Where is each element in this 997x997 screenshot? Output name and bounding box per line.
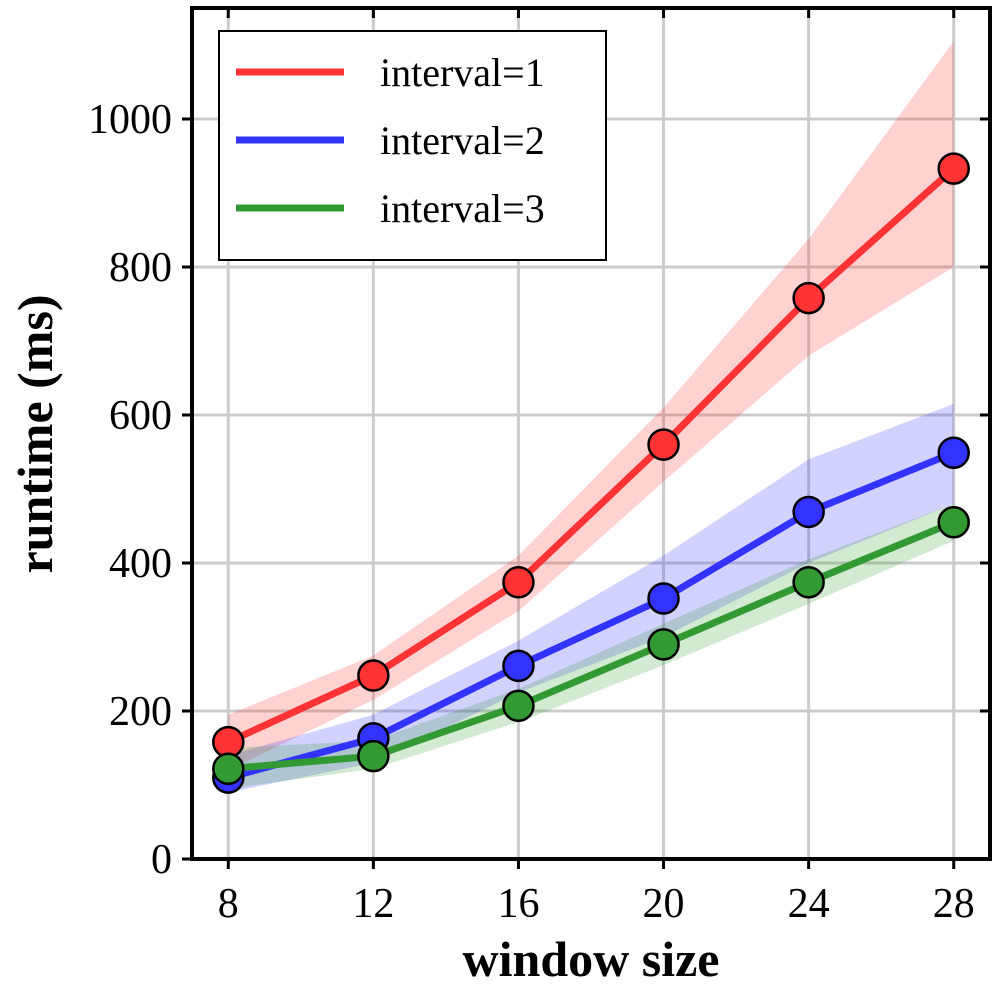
line-series-1 <box>226 165 957 746</box>
point-series-2 <box>937 436 970 469</box>
band-series-1 <box>228 41 954 771</box>
point-series-3 <box>792 565 825 599</box>
y-tick-label: 400 <box>109 541 172 587</box>
point-series-2 <box>502 649 535 683</box>
point-series-1 <box>647 428 680 461</box>
point-series-2 <box>647 582 680 615</box>
legend-label-2: interval=2 <box>380 118 545 163</box>
x-axis-title: window size <box>463 931 720 987</box>
point-series-1 <box>502 565 535 599</box>
y-tick-label: 800 <box>109 245 172 291</box>
x-tick-label: 24 <box>788 881 830 927</box>
line-series-3 <box>227 519 956 773</box>
line-series-2 <box>227 449 956 781</box>
y-tick-label: 1000 <box>88 97 172 143</box>
plot-frame <box>190 6 992 861</box>
y-tick-label: 0 <box>151 837 172 883</box>
point-series-1 <box>792 281 825 315</box>
x-tick-label: 12 <box>352 881 394 927</box>
x-tick-label: 16 <box>497 881 539 927</box>
x-tick-label: 28 <box>933 881 975 927</box>
x-tick-label: 20 <box>643 881 685 927</box>
y-axis-title: runtime (ms) <box>7 294 63 573</box>
point-series-3 <box>357 739 390 773</box>
tick-labels: 8 12 16 20 24 28 0 200 400 600 800 1000 <box>88 97 975 927</box>
point-series-1 <box>357 659 390 692</box>
point-series-1 <box>937 152 970 185</box>
series-points <box>212 152 970 794</box>
legend-label-3: interval=3 <box>380 186 545 231</box>
series-lines <box>226 165 957 781</box>
legend: interval=1 interval=2 interval=3 <box>218 30 607 261</box>
point-series-3 <box>502 689 535 723</box>
point-series-3 <box>937 506 970 539</box>
axes <box>182 6 992 869</box>
y-tick-label: 200 <box>109 689 172 735</box>
point-series-2 <box>792 495 825 529</box>
legend-label-1: interval=1 <box>380 50 545 95</box>
x-tick-label: 8 <box>218 881 239 927</box>
y-tick-label: 600 <box>109 393 172 439</box>
point-series-3 <box>212 752 245 785</box>
point-series-3 <box>647 628 680 661</box>
band-series-2 <box>228 403 954 793</box>
